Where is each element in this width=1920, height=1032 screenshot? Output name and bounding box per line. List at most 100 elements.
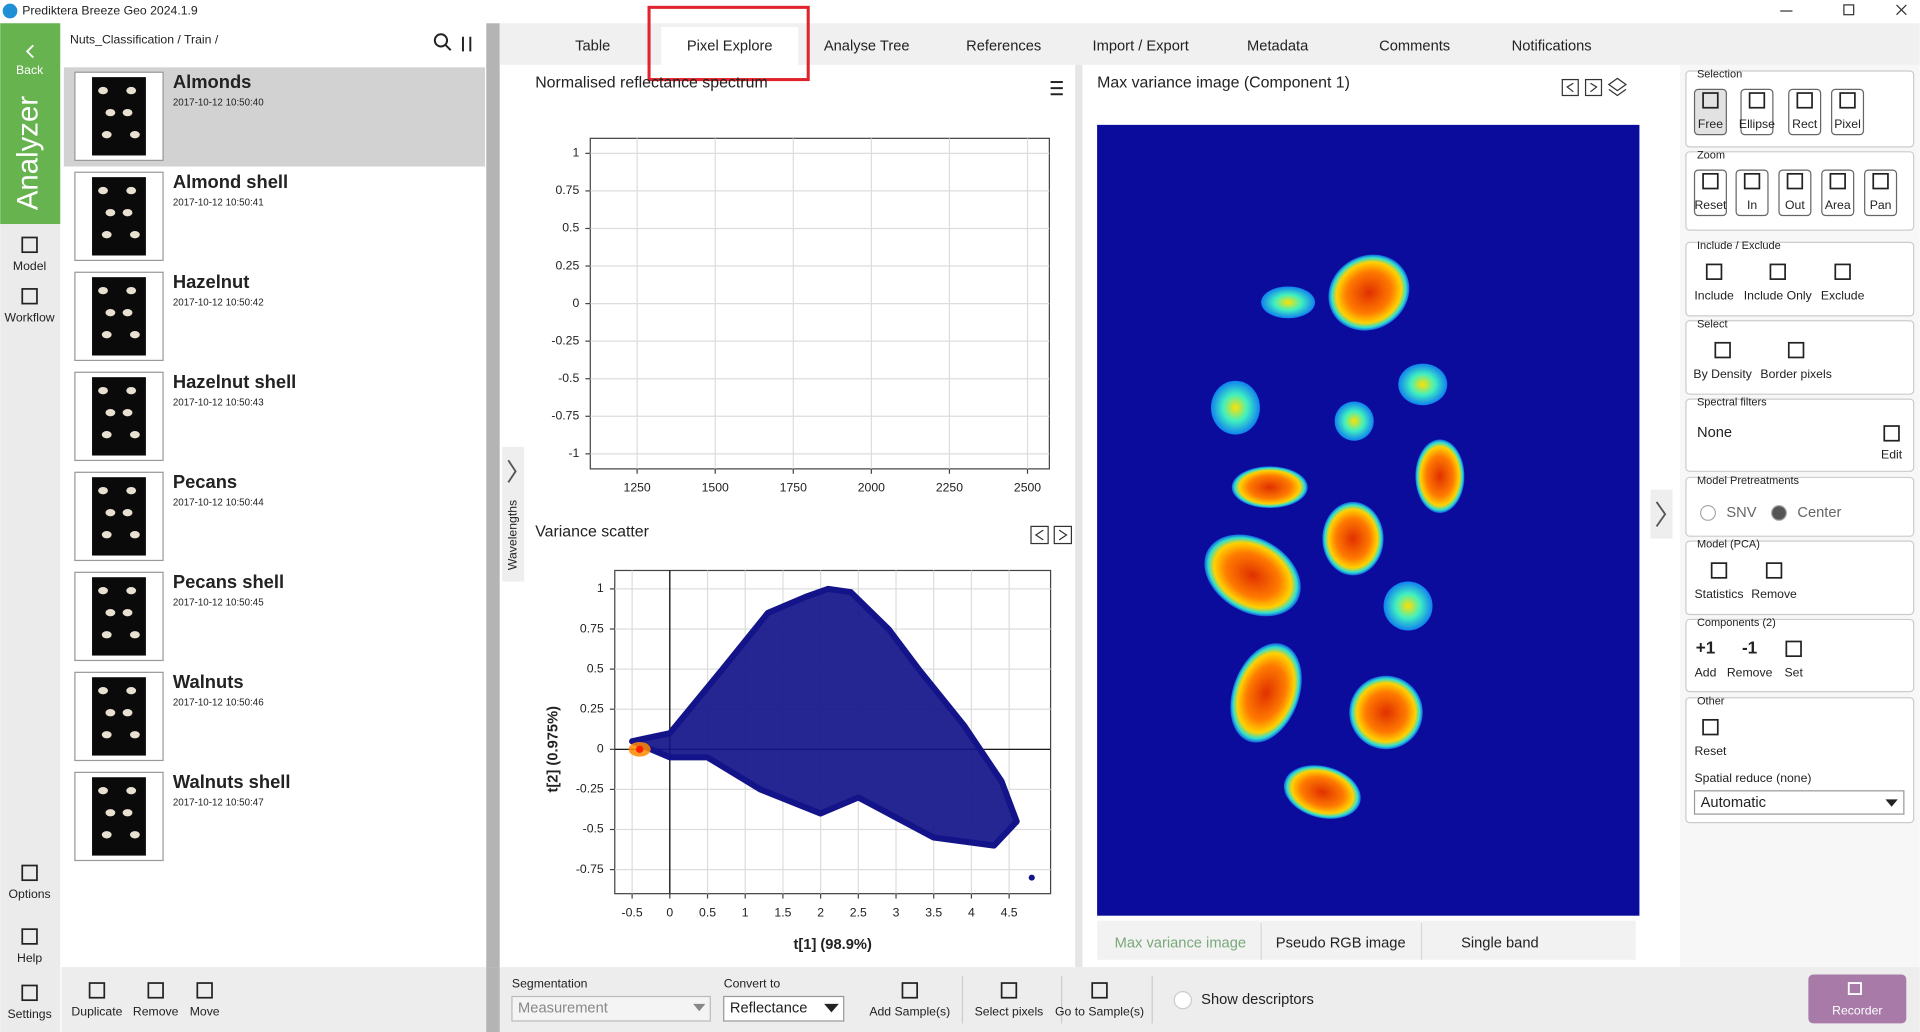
app-icon [2,3,18,19]
tab[interactable]: Pixel Explore [687,38,773,54]
legend-menu-icon[interactable] [1050,81,1063,96]
tab[interactable]: Metadata [1247,38,1309,54]
dropdown[interactable] [1693,790,1905,815]
sample-action[interactable]: Duplicate [71,1005,122,1019]
x-tick-label: 1250 [624,481,651,495]
sidebar-item[interactable]: Settings [7,1007,51,1021]
bottom-button[interactable]: Add Sample(s) [869,1005,950,1019]
y-tick-label: -0.5 [558,371,579,385]
tool-label[interactable]: Edit [1881,448,1903,462]
thumbnail-dot [129,431,140,439]
recorder-label[interactable]: Recorder [1832,1003,1882,1017]
tool-label[interactable]: Set [1784,666,1803,680]
descriptors-checkbox[interactable] [1173,990,1192,1010]
tab[interactable]: Table [575,38,610,54]
button-icon [1702,718,1719,736]
tool-label[interactable]: Reset [1694,198,1727,212]
tool-label[interactable]: Include [1694,288,1734,302]
y-tick-label: 0.5 [562,221,579,235]
convert-value[interactable]: Reflectance [730,1001,808,1017]
tool-label[interactable]: Include Only [1744,288,1813,302]
convert-dropdown[interactable] [723,995,845,1022]
tool-label[interactable]: Statistics [1695,587,1744,601]
image-tab[interactable]: Single band [1461,936,1539,952]
sidebar-item[interactable]: Help [17,951,42,965]
sample-name[interactable]: Hazelnut shell [173,371,296,392]
thumbnail-dot [105,609,116,617]
segmentation-dropdown[interactable] [511,995,711,1022]
sample-action[interactable]: Move [190,1005,220,1019]
tool-label[interactable]: Exclude [1821,288,1865,302]
thumbnail-dot [129,531,140,539]
option-label[interactable]: SNV [1726,505,1756,521]
sample-name[interactable]: Pecans shell [173,571,284,592]
wavelength-toggle[interactable] [502,446,525,582]
image-nav[interactable] [1561,77,1628,97]
tool-label[interactable]: Free [1698,117,1723,131]
window-controls[interactable] [1780,4,1907,16]
expand-arrow[interactable] [507,459,517,483]
tool-label[interactable]: Pixel [1834,117,1861,131]
tab[interactable]: Import / Export [1093,38,1189,54]
tool-label[interactable]: Remove [1751,587,1797,601]
image-tab[interactable]: Pseudo RGB image [1276,936,1406,952]
segmentation-value[interactable]: Measurement [518,1001,608,1017]
scatter-nav[interactable] [1030,525,1073,545]
button-icon [1787,341,1805,359]
image-tab[interactable]: Max variance image [1115,936,1246,952]
tab[interactable]: References [966,38,1041,54]
button-icon [1000,982,1018,999]
tab[interactable]: Analyse Tree [824,38,910,54]
option-label[interactable]: Center [1797,505,1841,521]
dropdown-value[interactable]: Automatic [1701,795,1766,811]
tool-label[interactable]: Pan [1870,198,1892,212]
y-tick-label: 0.75 [580,621,604,635]
sample-name[interactable]: Hazelnut [173,271,250,292]
right-collapse[interactable] [1650,489,1673,539]
tool-label[interactable]: Remove [1727,666,1773,680]
sample-name[interactable]: Walnuts [173,671,244,692]
x-tick-label: 1 [742,905,749,919]
tool-label[interactable]: Border pixels [1760,367,1831,381]
sample-name[interactable]: Walnuts shell [173,771,291,792]
tool-label[interactable]: Ellipse [1739,117,1775,131]
sidebar-item[interactable]: Options [9,887,51,901]
collapse-arrow[interactable] [1655,501,1667,527]
tab[interactable]: Notifications [1512,38,1592,54]
bottom-button[interactable]: Select pixels [975,1005,1044,1019]
scatter-cloud [629,585,1020,849]
thumbnail-dot [101,431,112,439]
tool-label[interactable]: In [1747,198,1757,212]
thumbnail-dot [98,687,108,695]
splitter[interactable] [486,23,500,1032]
search-sort-icons[interactable] [433,33,472,52]
tool-label[interactable]: Add [1695,666,1717,680]
back-button[interactable]: Back [16,63,44,77]
thumbnail-dot [105,308,116,317]
sample-name[interactable]: Almonds [173,71,252,92]
option-radio[interactable] [1771,504,1787,521]
tool-label[interactable]: Area [1825,198,1851,212]
sidebar-item[interactable]: Model [13,259,46,273]
analyzer-block [0,23,61,225]
option-radio[interactable] [1700,504,1716,521]
tool-label[interactable]: Out [1785,198,1805,212]
bottom-button[interactable]: Go to Sample(s) [1055,1005,1144,1019]
tool-label[interactable]: By Density [1693,367,1752,381]
tool-label[interactable]: Reset [1694,744,1727,758]
back-icon[interactable] [25,44,34,59]
sidebar-item[interactable]: Workflow [5,311,55,325]
tab[interactable]: Comments [1379,38,1450,54]
descriptors-label[interactable]: Show descriptors [1201,992,1314,1008]
button-icon [1091,982,1108,999]
window-title: Prediktera Breeze Geo 2024.1.9 [22,3,198,17]
button-icon [21,864,38,882]
y-tick-label: -0.25 [551,333,579,347]
tool-label[interactable]: Rect [1792,117,1818,131]
sample-action[interactable]: Remove [133,1005,179,1019]
button-icon [1829,172,1846,190]
sample-name[interactable]: Almond shell [173,171,288,192]
recorder-button[interactable] [1808,974,1907,1024]
thumbnail-dot [98,787,108,795]
sample-name[interactable]: Pecans [173,471,237,492]
